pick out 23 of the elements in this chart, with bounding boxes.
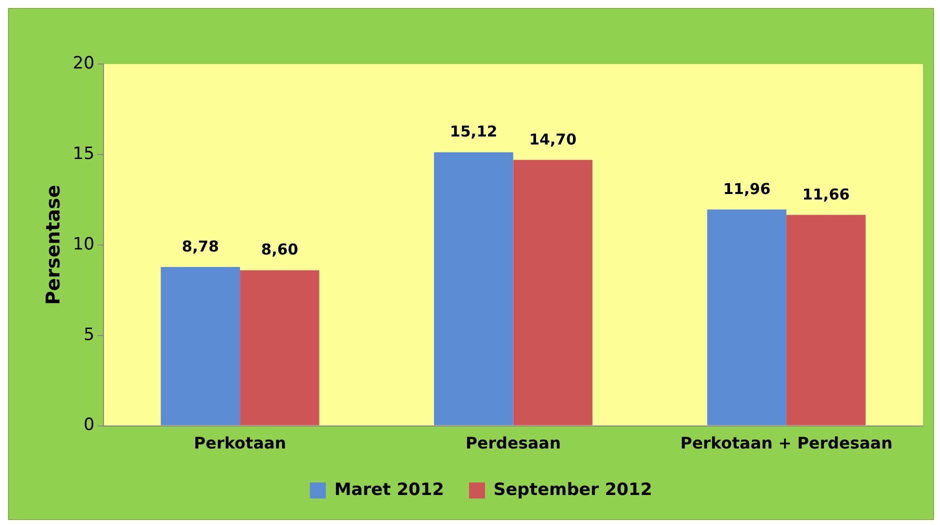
- y-tick-label: 20: [72, 53, 94, 74]
- bar: [160, 266, 240, 426]
- data-label: 8,60: [261, 240, 298, 259]
- legend-label: September 2012: [494, 480, 652, 500]
- bar: [434, 152, 514, 426]
- x-tick-label: Perkotaan + Perdesaan: [680, 434, 892, 453]
- data-label: 14,70: [529, 130, 577, 148]
- y-tick-label: 0: [84, 415, 94, 436]
- y-tick-label: 15: [72, 144, 94, 164]
- x-tick-label: Perkotaan: [194, 434, 286, 453]
- y-tick-label: 5: [84, 324, 94, 345]
- bar: [513, 160, 592, 426]
- x-tick-label: Perdesaan: [466, 434, 561, 453]
- y-axis-title: Persentase: [42, 184, 64, 305]
- data-label: 8,78: [182, 237, 219, 256]
- y-tick-label: 10: [72, 234, 94, 254]
- bar: [786, 214, 866, 426]
- data-label: 15,12: [450, 122, 498, 141]
- legend-label: Maret 2012: [334, 480, 444, 500]
- data-label: 11,96: [723, 180, 771, 198]
- bar: [240, 270, 320, 426]
- data-label: 11,66: [802, 185, 850, 204]
- bar: [707, 209, 786, 426]
